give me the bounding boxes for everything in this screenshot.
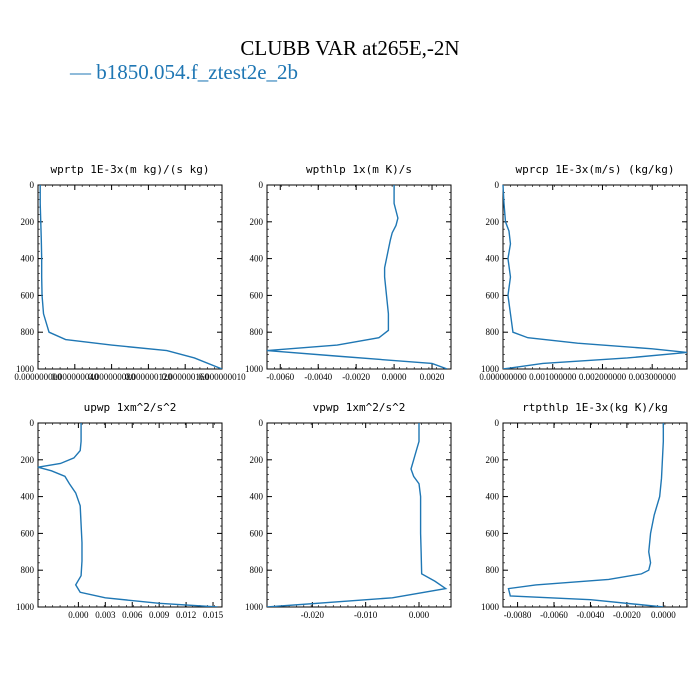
y-tick-label: 400 [21,492,35,502]
y-tick-label: 400 [486,254,500,264]
y-tick-label: 400 [250,254,264,264]
y-tick-label: 400 [250,492,264,502]
series-line [266,185,448,369]
y-tick-label: 600 [21,528,35,538]
y-tick-label: 600 [486,528,500,538]
x-tick-label: 0.012 [176,610,196,620]
y-tick-label: 1000 [481,602,500,612]
y-tick-label: 1000 [245,364,264,374]
x-tick-label: 0.002000000 [579,372,627,382]
y-tick-label: 1000 [16,364,35,374]
x-tick-label: -0.0040 [577,610,605,620]
x-tick-label: 0.0020 [420,372,445,382]
x-tick-label: 0.000000040 [51,372,99,382]
y-tick-label: 800 [486,565,500,575]
x-tick-label: -0.0080 [504,610,532,620]
y-tick-label: 200 [21,217,35,227]
x-tick-label: -0.020 [301,610,325,620]
x-tick-label: 0.015 [203,610,224,620]
y-tick-label: 600 [486,290,500,300]
panel-title: vpwp 1xm^2/s^2 [313,401,406,414]
series-line [507,423,665,607]
panel-frame [502,184,688,370]
y-tick-label: 200 [250,217,264,227]
y-tick-label: 200 [486,217,500,227]
panel-frame [502,422,688,608]
x-tick-label: 0.000 [68,610,89,620]
x-tick-label: 0.003000000 [629,372,677,382]
y-tick-label: 0 [495,180,500,190]
x-tick-label: 0.0000 [382,372,407,382]
x-tick-label: 0.001000000 [529,372,577,382]
y-tick-label: 800 [486,327,500,337]
x-tick-label: -0.0020 [342,372,370,382]
y-tick-label: 200 [486,455,500,465]
x-tick-label: 0.000 [409,610,430,620]
y-tick-label: 1000 [16,602,35,612]
panel-frame [266,422,452,608]
y-tick-label: 400 [21,254,35,264]
y-tick-label: 400 [486,492,500,502]
y-tick-label: 600 [250,528,264,538]
y-tick-label: 600 [250,290,264,300]
y-tick-label: 200 [250,455,264,465]
x-tick-label: 0.000000160 [162,372,210,382]
panel-frame [266,184,452,370]
series-line [502,185,688,369]
y-tick-label: 600 [21,290,35,300]
y-tick-label: 0 [30,180,35,190]
y-tick-label: 0 [30,418,35,428]
page-title: CLUBB VAR at265E,-2N [240,36,460,60]
panel-frame [37,184,223,370]
y-tick-label: 800 [250,565,264,575]
x-tick-label: 0.009 [149,610,170,620]
x-tick-label: -0.0040 [304,372,332,382]
y-tick-label: 0 [495,418,500,428]
y-tick-label: 800 [21,327,35,337]
y-tick-label: 0 [259,180,264,190]
x-tick-label: 0.000000000 [479,372,527,382]
series-line [37,423,218,607]
panel-frame [37,422,223,608]
x-tick-label: 0.000000120 [125,372,173,382]
legend-label: b1850.054.f_ztest2e_2b [96,60,299,84]
series-line [266,423,448,607]
series-line [39,185,223,369]
y-tick-label: 800 [21,565,35,575]
panel-title: wprcp 1E-3x(m/s) (kg/kg) [516,163,675,176]
x-tick-label: -0.0020 [613,610,641,620]
y-tick-label: 800 [250,327,264,337]
y-tick-label: 0 [259,418,264,428]
x-tick-label: 0.003 [95,610,116,620]
legend-line-icon: — [70,60,97,84]
panel-title: rtpthlp 1E-3x(kg K)/kg [522,401,668,414]
panel-title: wprtp 1E-3x(m kg)/(s kg) [51,163,210,176]
y-tick-label: 1000 [481,364,500,374]
x-tick-label: 0.006 [122,610,143,620]
x-tick-label: 0.000000010 [198,372,246,382]
x-tick-label: -0.010 [354,610,378,620]
x-tick-label: -0.0060 [266,372,294,382]
x-tick-label: 0.000000000 [14,372,62,382]
panel-title: wpthlp 1x(m K)/s [306,163,412,176]
x-tick-label: 0.0000 [651,610,676,620]
y-tick-label: 1000 [245,602,264,612]
x-tick-label: -0.0060 [540,610,568,620]
panel-title: upwp 1xm^2/s^2 [84,401,177,414]
y-tick-label: 200 [21,455,35,465]
x-tick-label: 0.000000080 [88,372,136,382]
legend: — b1850.054.f_ztest2e_2b [70,60,298,85]
